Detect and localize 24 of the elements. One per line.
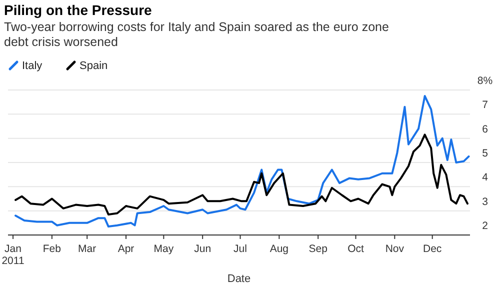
y-tick-label: 6: [482, 123, 488, 136]
chart-subtitle: Two-year borrowing costs for Italy and Spain soared as the euro zone debt crisis worsened: [4, 20, 389, 49]
y-tick-label: 2: [482, 220, 488, 232]
x-tick-label: Dec: [422, 243, 442, 255]
x-tick-label: Oct: [348, 243, 364, 255]
chart-title: Piling on the Pressure: [4, 2, 152, 18]
y-tick-label: 8%: [477, 75, 493, 87]
x-tick-label: May: [154, 243, 174, 255]
y-tick-label: 3: [482, 196, 488, 208]
y-tick-label: 5: [482, 148, 488, 160]
x-tick-label: Aug: [270, 243, 289, 255]
x-tick-label: Nov: [385, 243, 405, 255]
x-tick-label: Mar: [78, 243, 97, 255]
y-tick-label: 4: [482, 172, 488, 184]
y-tick-label: 7: [482, 99, 488, 112]
x-tick-label: Jun: [194, 243, 212, 255]
legend-label: Spain: [80, 60, 108, 72]
x-tick-label: Sep: [308, 243, 328, 255]
x-tick-label: Feb: [42, 243, 62, 255]
x-axis-title: Date: [227, 273, 251, 285]
x-tick-label: Jul: [234, 243, 247, 255]
legend-label: Italy: [22, 60, 43, 72]
x-tick-label: Jan 2011: [2, 243, 24, 267]
x-tick-label: Apr: [118, 243, 135, 255]
